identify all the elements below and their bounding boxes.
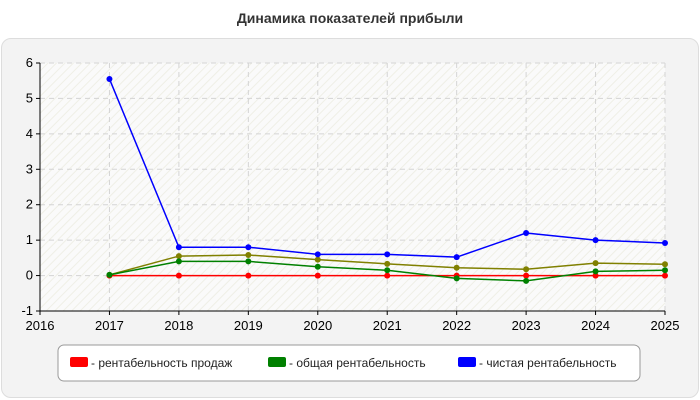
legend: - рентабельность продаж - общая рентабель… <box>57 344 641 382</box>
legend-label: - рентабельность продаж <box>91 356 232 370</box>
x-tick-label: 2016 <box>26 318 55 333</box>
x-tick-label: 2024 <box>581 318 610 333</box>
y-tick-label: 6 <box>26 55 33 70</box>
legend-swatch <box>70 357 88 367</box>
x-tick-label: 2017 <box>95 318 124 333</box>
olive-series-point <box>175 253 182 260</box>
olive-series-point <box>245 252 252 259</box>
series-1-point <box>384 267 391 274</box>
series-1-point <box>175 258 182 265</box>
series-1-point <box>453 275 460 282</box>
olive-series-point <box>592 260 599 267</box>
y-tick-label: 2 <box>26 197 33 212</box>
series-1-point <box>314 263 321 270</box>
x-tick-label: 2025 <box>651 318 680 333</box>
olive-series-point <box>314 256 321 263</box>
series-0-point <box>245 272 252 279</box>
series-0-point <box>592 272 599 279</box>
series-2-point <box>175 244 182 251</box>
series-2-point <box>314 251 321 258</box>
x-tick-label: 2023 <box>512 318 541 333</box>
legend-box <box>57 344 641 382</box>
chart-title: Динамика показателей прибыли <box>236 10 464 26</box>
legend-label: - общая рентабельность <box>289 356 426 370</box>
legend-label: - чистая рентабельность <box>479 356 616 370</box>
axes: -1 0 1 2 3 4 5 6 2016 2017 2018 2019 2020 2021 2022 202… <box>21 55 679 333</box>
x-tick-label: 2019 <box>234 318 263 333</box>
x-tick-label: 2020 <box>303 318 332 333</box>
series-0-point <box>314 272 321 279</box>
series-1-point <box>106 271 113 278</box>
series-1-point <box>592 268 599 275</box>
series-0-point <box>175 272 182 279</box>
series-2-point <box>245 244 252 251</box>
y-tick-label: 5 <box>26 90 33 105</box>
series-2-point <box>384 251 391 258</box>
y-tick-label: 3 <box>26 161 33 176</box>
x-tick-label: 2022 <box>442 318 471 333</box>
series-2-point <box>592 237 599 244</box>
y-tick-label: 1 <box>26 232 33 247</box>
x-tick-label: 2021 <box>373 318 402 333</box>
olive-series-point <box>453 264 460 271</box>
series-0-point <box>384 272 391 279</box>
legend-swatch <box>458 357 476 367</box>
series-0-point <box>662 272 668 279</box>
series-0-point <box>523 272 530 279</box>
x-tick-label: 2018 <box>164 318 193 333</box>
y-tick-label: 0 <box>26 268 33 283</box>
y-tick-label: 4 <box>26 126 33 141</box>
olive-series-point <box>523 266 530 273</box>
y-tick-label: -1 <box>21 303 33 318</box>
series-lines <box>106 75 668 284</box>
series-2-point <box>662 239 668 246</box>
series-2-point <box>106 75 113 82</box>
plot-area <box>40 63 665 311</box>
olive-series-point <box>662 261 668 268</box>
series-1-point <box>662 267 668 274</box>
series-2-point <box>523 230 530 237</box>
legend-swatch <box>268 357 286 367</box>
series-2-point <box>453 254 460 261</box>
olive-series-point <box>384 260 391 267</box>
series-1-point <box>245 258 252 265</box>
series-1-point <box>523 277 530 284</box>
